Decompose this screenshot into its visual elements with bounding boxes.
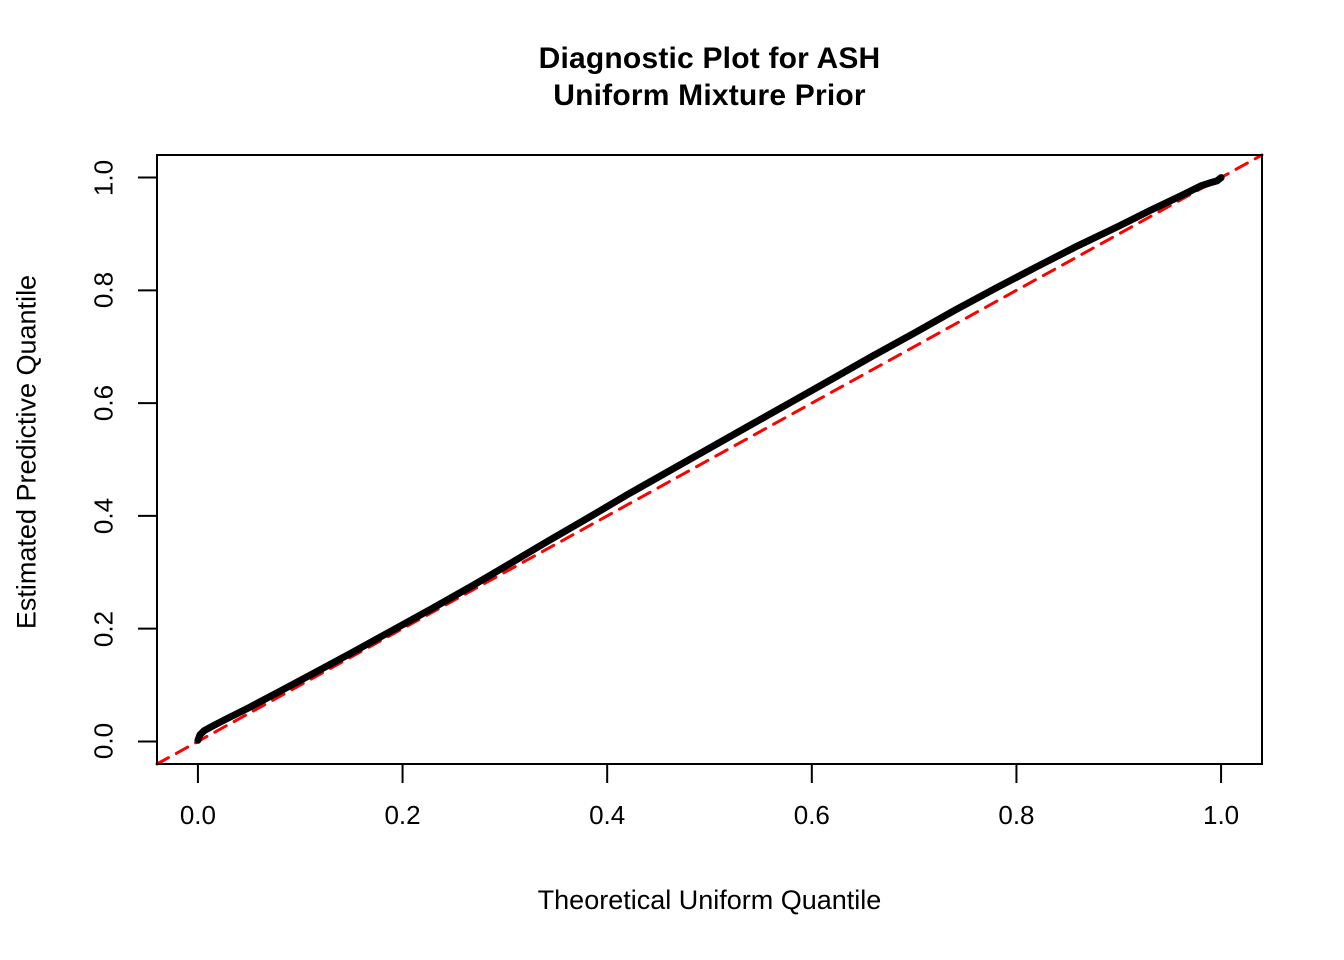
- plot-box-border: [156, 154, 1263, 765]
- y-axis-title: Estimated Predictive Quantile: [11, 274, 42, 630]
- y-tick-label: 0.8: [88, 272, 119, 309]
- reference-identity-line: [155, 153, 1264, 766]
- x-tick-label: 0.8: [998, 800, 1035, 830]
- chart-title: Diagnostic Plot for ASH Uniform Mixture …: [157, 40, 1262, 114]
- x-tick-label: 1.0: [1202, 800, 1240, 830]
- y-tick-label: 0.4: [88, 497, 119, 534]
- x-tick-label: 0.4: [589, 800, 626, 830]
- y-tick-label: 0.2: [88, 610, 119, 647]
- y-tick-label: 0.6: [88, 385, 119, 422]
- x-tick-label: 0.6: [793, 800, 830, 830]
- plot-area: [138, 153, 1264, 783]
- x-tick-label: 0.0: [179, 800, 216, 830]
- y-tick-label: 0.0: [88, 723, 119, 760]
- y-tick-label: 1.0: [88, 159, 119, 196]
- chart-title-line-1: Diagnostic Plot for ASH: [538, 42, 881, 75]
- quantile-curve: [194, 174, 1225, 744]
- x-tick-label: 0.2: [384, 800, 421, 830]
- chart-title-line-2: Uniform Mixture Prior: [553, 79, 866, 112]
- x-axis-title: Theoretical Uniform Quantile: [537, 885, 882, 915]
